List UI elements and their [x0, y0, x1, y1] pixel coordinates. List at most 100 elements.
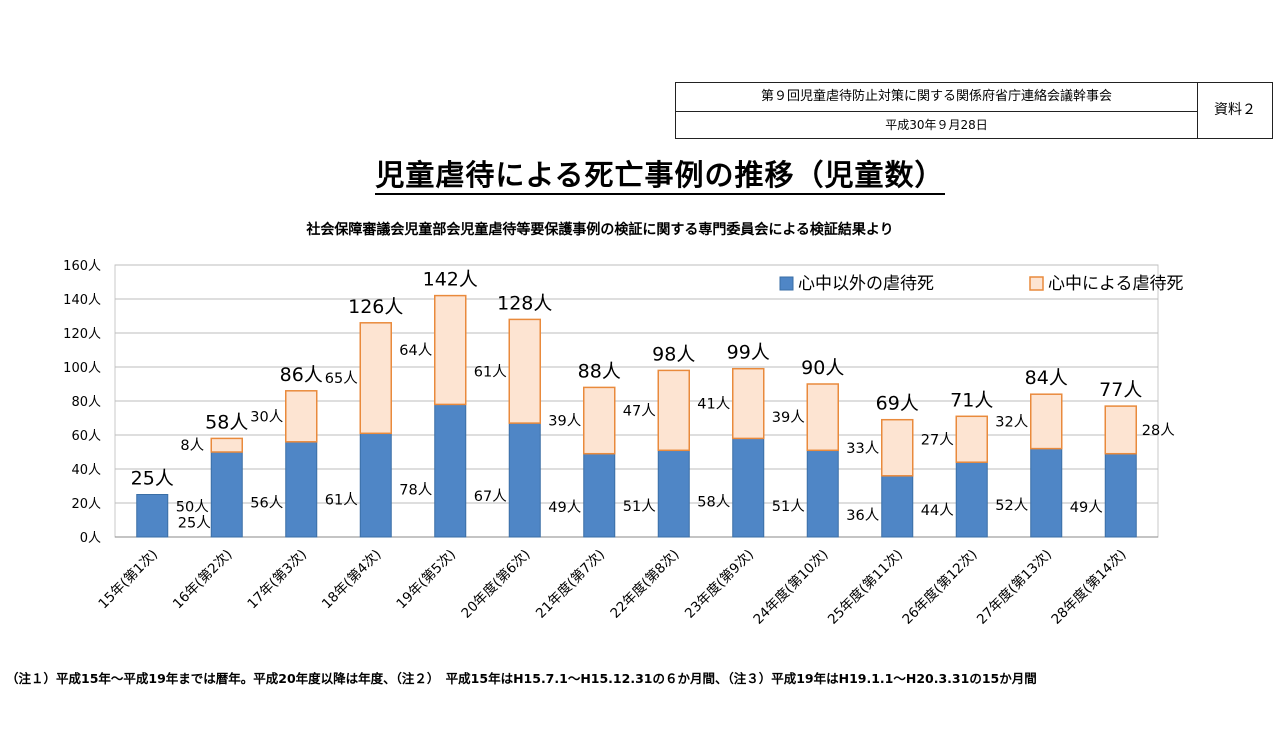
series2-value-label: 47人 [623, 402, 656, 419]
y-tick-label: 80人 [71, 395, 101, 410]
total-label: 71人 [950, 389, 993, 411]
total-label: 142人 [423, 269, 478, 291]
bar-non-shinju [657, 449, 690, 538]
document-label: 資料２ [1214, 102, 1256, 118]
series2-value-label: 41人 [697, 396, 730, 413]
legend-label-series1: 心中以外の虐待死 [798, 274, 934, 294]
series1-value-label: 36人 [846, 507, 879, 524]
series2-value-label: 8人 [180, 437, 204, 454]
bar-non-shinju [1104, 453, 1137, 538]
x-category-label: 27年度(第13次) [973, 546, 1055, 628]
y-tick-label: 60人 [71, 429, 101, 444]
page-subtitle: 社会保障審議会児童部会児童虐待等要保護事例の検証に関する専門委員会による検証結果… [306, 222, 894, 238]
bar-shinju [508, 318, 541, 424]
bar-non-shinju [881, 475, 914, 538]
x-category-label: 19年(第5次) [393, 546, 459, 612]
total-label: 58人 [205, 411, 248, 433]
total-label: 86人 [280, 364, 323, 386]
bar-non-shinju [508, 422, 541, 538]
bar-shinju [359, 322, 392, 435]
x-category-label: 16年(第2次) [169, 546, 235, 612]
x-category-label: 21年度(第7次) [532, 546, 608, 622]
bar-shinju [583, 386, 616, 455]
series2-value-label: 65人 [325, 370, 358, 387]
x-category-label: 26年度(第12次) [899, 546, 981, 628]
series1-value-label: 49人 [1070, 499, 1103, 516]
series2-value-label: 32人 [995, 413, 1028, 430]
x-category-label: 24年度(第10次) [750, 546, 832, 628]
y-tick-label: 160人 [63, 259, 101, 274]
bar-shinju [955, 415, 988, 463]
series2-value-label: 39人 [772, 409, 805, 426]
meeting-date: 平成30年９月28日 [885, 118, 988, 132]
x-category-label: 23年度(第9次) [681, 546, 757, 622]
bar-shinju [434, 294, 467, 406]
series2-value-label: 61人 [474, 363, 507, 380]
meeting-name: 第９回児童虐待防止対策に関する関係府省庁連絡会議幹事会 [676, 83, 1197, 112]
series1-value-label: 44人 [921, 502, 954, 519]
legend-swatch-series2 [1029, 276, 1044, 291]
total-label: 77人 [1099, 379, 1142, 401]
bar-shinju [285, 390, 318, 443]
legend-swatch-series1 [779, 276, 794, 291]
page-title-text: 児童虐待による死亡事例の推移（児童数） [375, 158, 945, 195]
series1-value-label: 52人 [995, 497, 1028, 514]
x-category-label: 20年度(第6次) [458, 546, 534, 622]
total-label: 98人 [652, 343, 695, 365]
series2-value-label: 33人 [846, 440, 879, 457]
total-label: 84人 [1025, 367, 1068, 389]
series2-value-label: 28人 [1142, 422, 1175, 439]
total-label: 25人 [131, 468, 174, 490]
total-label: 69人 [876, 393, 919, 415]
bar-non-shinju [732, 437, 765, 538]
header-main-cell: 第９回児童虐待防止対策に関する関係府省庁連絡会議幹事会 平成30年９月28日 [676, 83, 1198, 138]
y-tick-label: 0人 [80, 531, 101, 546]
series1-value-label: 56人 [250, 495, 283, 512]
footnote: （注１）平成15年～平成19年までは暦年。平成20年度以降は年度、（注２） 平成… [6, 671, 1037, 686]
y-tick-label: 120人 [63, 327, 101, 342]
x-category-label: 18年(第4次) [318, 546, 384, 612]
series1-value-label: 49人 [548, 499, 581, 516]
series1-value-label: 78人 [399, 481, 432, 498]
y-tick-label: 20人 [71, 497, 101, 512]
x-category-label: 22年度(第8次) [607, 546, 683, 622]
bar-non-shinju [1030, 448, 1063, 538]
bar-shinju [806, 383, 839, 452]
series1-value-label: 51人 [772, 498, 805, 515]
bar-non-shinju [583, 453, 616, 538]
series1-value-label: 50人 [176, 498, 209, 515]
bar-shinju [210, 437, 243, 453]
series2-value-label: 39人 [548, 413, 581, 430]
bar-non-shinju [434, 403, 467, 538]
stacked-bar-chart: 0人 20人 40人 60人 80人 100人 120人 140人 160人 25人 25人 15年(… [63, 259, 1184, 628]
page-title: 児童虐待による死亡事例の推移（児童数） [0, 152, 1280, 195]
total-label: 126人 [348, 296, 403, 318]
total-label: 128人 [497, 292, 552, 314]
bar-non-shinju [359, 432, 392, 538]
x-category-label: 28年度(第14次) [1048, 546, 1130, 628]
document-header-table: 第９回児童虐待防止対策に関する関係府省庁連絡会議幹事会 平成30年９月28日 資… [675, 82, 1273, 139]
bar-non-shinju [136, 494, 169, 538]
legend-label-series2: 心中による虐待死 [1048, 274, 1184, 294]
bar-shinju [657, 369, 690, 452]
x-category-label: 15年(第1次) [95, 546, 161, 612]
series2-value-label: 64人 [399, 342, 432, 359]
y-tick-label: 100人 [63, 361, 101, 376]
series2-value-label: 30人 [250, 408, 283, 425]
x-category-label: 25年度(第11次) [824, 546, 906, 628]
bar-shinju [732, 367, 765, 440]
series2-value-label: 27人 [921, 431, 954, 448]
y-tick-label: 40人 [71, 463, 101, 478]
bar-non-shinju [210, 451, 243, 538]
bar-shinju [1030, 393, 1063, 450]
series1-value-label: 58人 [697, 494, 730, 511]
bar-non-shinju [285, 441, 318, 538]
bar-shinju [1104, 405, 1137, 455]
y-tick-label: 140人 [63, 293, 101, 308]
bar-non-shinju [955, 461, 988, 538]
total-label: 90人 [801, 357, 844, 379]
series1-value-label: 61人 [325, 492, 358, 509]
total-label: 88人 [578, 360, 621, 382]
bar-non-shinju [806, 449, 839, 538]
series1-value-label: 51人 [623, 498, 656, 515]
